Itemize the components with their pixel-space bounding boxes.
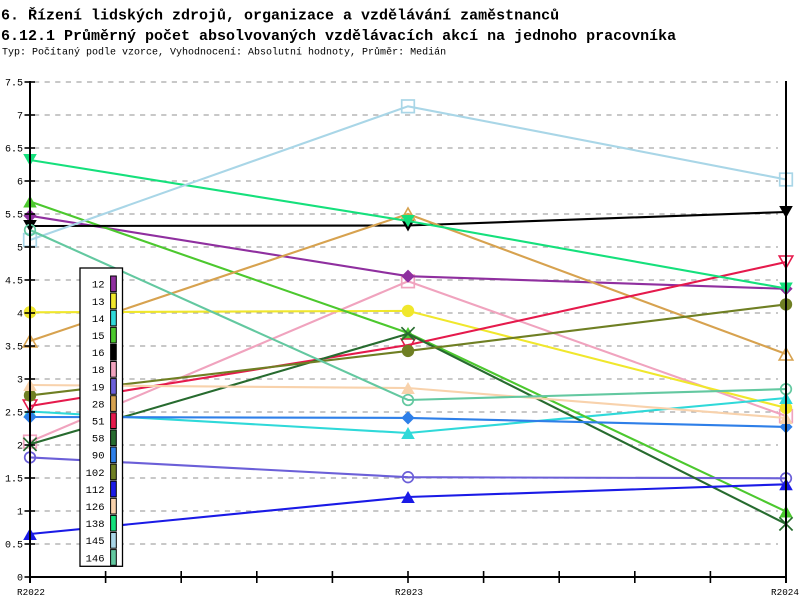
svg-text:5.5: 5.5 [5, 211, 23, 222]
svg-text:90: 90 [92, 451, 105, 463]
svg-text:5: 5 [17, 244, 23, 255]
svg-text:19: 19 [92, 382, 105, 394]
svg-text:6: 6 [17, 178, 23, 189]
svg-text:18: 18 [92, 365, 105, 377]
svg-text:1: 1 [17, 508, 23, 519]
svg-text:2.5: 2.5 [5, 409, 23, 420]
svg-text:28: 28 [92, 399, 105, 411]
svg-text:16: 16 [92, 348, 105, 360]
svg-text:7.5: 7.5 [5, 79, 23, 90]
svg-text:1.5: 1.5 [5, 475, 23, 486]
svg-text:12: 12 [92, 280, 105, 292]
svg-text:R2022: R2022 [17, 587, 45, 598]
svg-text:0.5: 0.5 [5, 541, 23, 552]
svg-text:R2023: R2023 [395, 587, 423, 598]
svg-text:2: 2 [17, 442, 23, 453]
svg-text:112: 112 [86, 485, 105, 497]
svg-text:3: 3 [17, 376, 23, 387]
svg-text:6.5: 6.5 [5, 145, 23, 156]
svg-text:R2024: R2024 [771, 587, 799, 598]
svg-text:15: 15 [92, 331, 105, 343]
svg-text:102: 102 [86, 468, 105, 480]
svg-text:6. Řízení lidských zdrojů, org: 6. Řízení lidských zdrojů, organizace a … [1, 7, 559, 25]
svg-text:138: 138 [86, 519, 105, 531]
svg-text:145: 145 [86, 536, 105, 548]
svg-text:0: 0 [17, 574, 23, 585]
svg-text:7: 7 [17, 112, 23, 123]
svg-text:126: 126 [86, 502, 105, 514]
svg-text:6.12.1 Průměrný počet absolvov: 6.12.1 Průměrný počet absolvovaných vzdě… [1, 28, 676, 45]
svg-text:4: 4 [17, 310, 23, 321]
svg-text:Typ: Počítaný podle vzorce, Vy: Typ: Počítaný podle vzorce, Vyhodnocení:… [2, 46, 446, 59]
svg-text:4.5: 4.5 [5, 277, 23, 288]
svg-text:3.5: 3.5 [5, 343, 23, 354]
svg-text:14: 14 [92, 314, 105, 326]
svg-text:51: 51 [92, 417, 105, 429]
svg-text:13: 13 [92, 297, 105, 309]
svg-text:146: 146 [86, 553, 105, 565]
svg-text:58: 58 [92, 434, 105, 446]
